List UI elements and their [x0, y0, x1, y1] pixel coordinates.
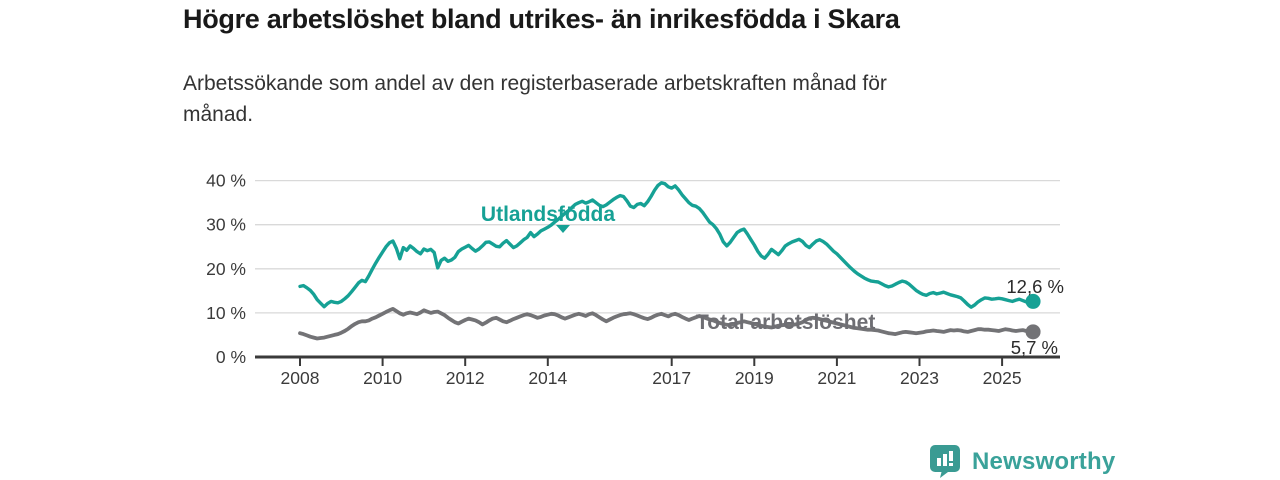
x-tick-label: 2012: [446, 368, 485, 388]
label-pointer-down-icon: [556, 225, 570, 233]
series-label-total: Total arbetslöshet: [696, 311, 875, 334]
chart-title: Högre arbetslöshet bland utrikes- än inr…: [183, 4, 900, 34]
x-tick-label: 2021: [817, 368, 856, 388]
exclamation-dot: [949, 463, 953, 466]
x-tick-label: 2008: [281, 368, 320, 388]
total-end-value-label: 5,7 %: [1011, 337, 1058, 358]
exclamation-bar: [949, 451, 953, 461]
chart-subtitle-line1: Arbetssökande som andel av den registerb…: [183, 72, 887, 95]
utlandsfodda-line: [298, 181, 1035, 309]
total-line: [298, 306, 1035, 341]
x-tick-label: 2025: [983, 368, 1022, 388]
series-label-utlandsfodda: Utlandsfödda: [481, 203, 615, 226]
x-tick-label: 2023: [900, 368, 939, 388]
x-tick-label: 2017: [652, 368, 691, 388]
x-tick-label: 2014: [528, 368, 567, 388]
total-end-dot: [1025, 324, 1041, 340]
x-tick-label: 2019: [735, 368, 774, 388]
newsworthy-speech-bubble-bars-icon: [930, 445, 960, 478]
y-tick-label: 20 %: [206, 259, 246, 279]
bar-2: [943, 454, 947, 466]
chart-subtitle-line2: månad.: [183, 103, 254, 126]
utlandsfodda-end-value-label: 12,6 %: [1006, 276, 1064, 297]
y-tick-label: 30 %: [206, 215, 246, 235]
newsworthy-logo: Newsworthy: [930, 444, 1115, 479]
chart-subtitle: Arbetssökande som andel av den registerb…: [183, 68, 887, 130]
x-tick-label: 2010: [363, 368, 402, 388]
bar-1: [937, 458, 941, 466]
newsworthy-brand-text: Newsworthy: [972, 447, 1116, 475]
y-tick-label: 40 %: [206, 171, 246, 191]
y-tick-label: 10 %: [206, 303, 246, 323]
y-tick-label: 0 %: [216, 347, 246, 367]
utlandsfodda-end-dot: [1025, 293, 1041, 309]
